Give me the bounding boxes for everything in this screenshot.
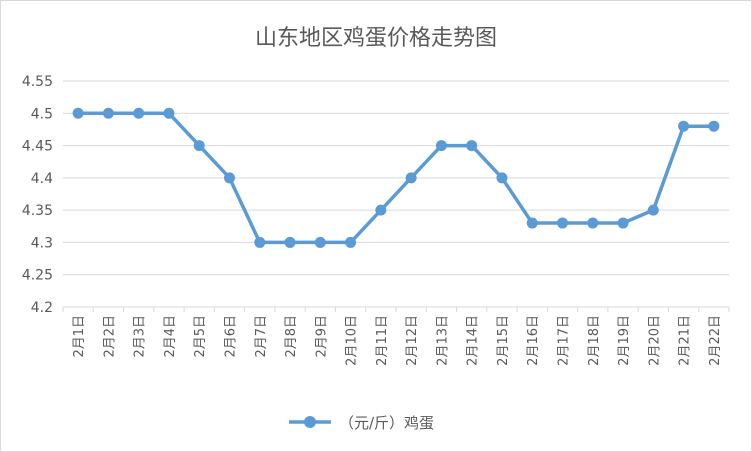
x-tick-label: 2月17日 <box>557 315 572 366</box>
data-point <box>163 107 175 119</box>
x-tick-label: 2月1日 <box>72 315 87 358</box>
data-point <box>496 172 508 184</box>
data-point <box>435 140 447 152</box>
data-point <box>647 204 659 216</box>
x-tick-label: 2月2日 <box>102 315 117 358</box>
data-point <box>254 236 266 248</box>
data-point <box>314 236 326 248</box>
x-tick-label: 2月16日 <box>526 315 541 366</box>
data-point <box>375 204 387 216</box>
data-point <box>466 140 478 152</box>
x-tick-label: 2月7日 <box>254 315 269 358</box>
y-tick-label: 4.35 <box>22 203 53 219</box>
data-point <box>193 140 205 152</box>
data-point <box>345 236 357 248</box>
data-point <box>557 217 568 229</box>
x-tick-label: 2月5日 <box>193 315 208 358</box>
y-axis-ticks: 4.2 4.25 4.3 4.35 4.4 4.45 4.5 4.55 <box>22 74 53 316</box>
y-tick-label: 4.2 <box>31 300 53 316</box>
series-egg-price <box>72 107 720 248</box>
data-point <box>133 107 145 119</box>
x-tick-label: 2月20日 <box>647 315 662 366</box>
x-tick-label: 2月3日 <box>133 315 148 358</box>
x-tick-label: 2月12日 <box>405 315 420 366</box>
data-point <box>284 236 296 248</box>
y-tick-label: 4.4 <box>31 171 53 187</box>
x-tick-label: 2月6日 <box>224 315 239 358</box>
x-tick-label: 2月8日 <box>284 315 299 358</box>
x-tick-label: 2月22日 <box>708 315 723 366</box>
data-point <box>526 217 538 229</box>
x-tick-label: 2月21日 <box>678 315 693 366</box>
series-line <box>78 111 714 245</box>
data-point <box>405 172 417 184</box>
x-tick-label: 2月15日 <box>496 315 511 366</box>
x-tick-label: 2月18日 <box>587 315 602 366</box>
y-tick-label: 4.45 <box>22 139 53 155</box>
y-tick-label: 4.55 <box>22 74 53 90</box>
y-tick-label: 4.25 <box>22 268 53 284</box>
y-tick-label: 4.3 <box>31 235 53 251</box>
y-tick-label: 4.5 <box>31 106 53 122</box>
data-point <box>708 120 720 132</box>
x-tick-label: 2月13日 <box>435 315 450 366</box>
legend-swatch-marker <box>304 416 316 428</box>
data-point <box>587 217 599 229</box>
data-point <box>224 172 235 184</box>
data-point <box>617 217 629 229</box>
x-tick-label: 2月19日 <box>617 315 632 366</box>
data-point <box>678 120 690 132</box>
legend: （元/斤）鸡蛋 <box>289 414 434 432</box>
chart-title: 山东地区鸡蛋价格走势图 <box>255 26 497 51</box>
x-tick-label: 2月11日 <box>375 315 390 366</box>
x-tick-label: 2月4日 <box>163 315 178 358</box>
data-point <box>72 107 84 119</box>
x-tick-label: 2月10日 <box>345 315 360 366</box>
legend-label: （元/斤）鸡蛋 <box>339 414 434 432</box>
x-tick-label: 2月14日 <box>466 315 481 366</box>
x-axis-ticks: 2月1日 2月2日 2月3日 2月4日 2月5日 2月6日 2月7日 2月8日 2月9日 2月10… <box>62 307 730 366</box>
data-point <box>102 107 114 119</box>
x-tick-label: 2月9日 <box>314 315 329 358</box>
